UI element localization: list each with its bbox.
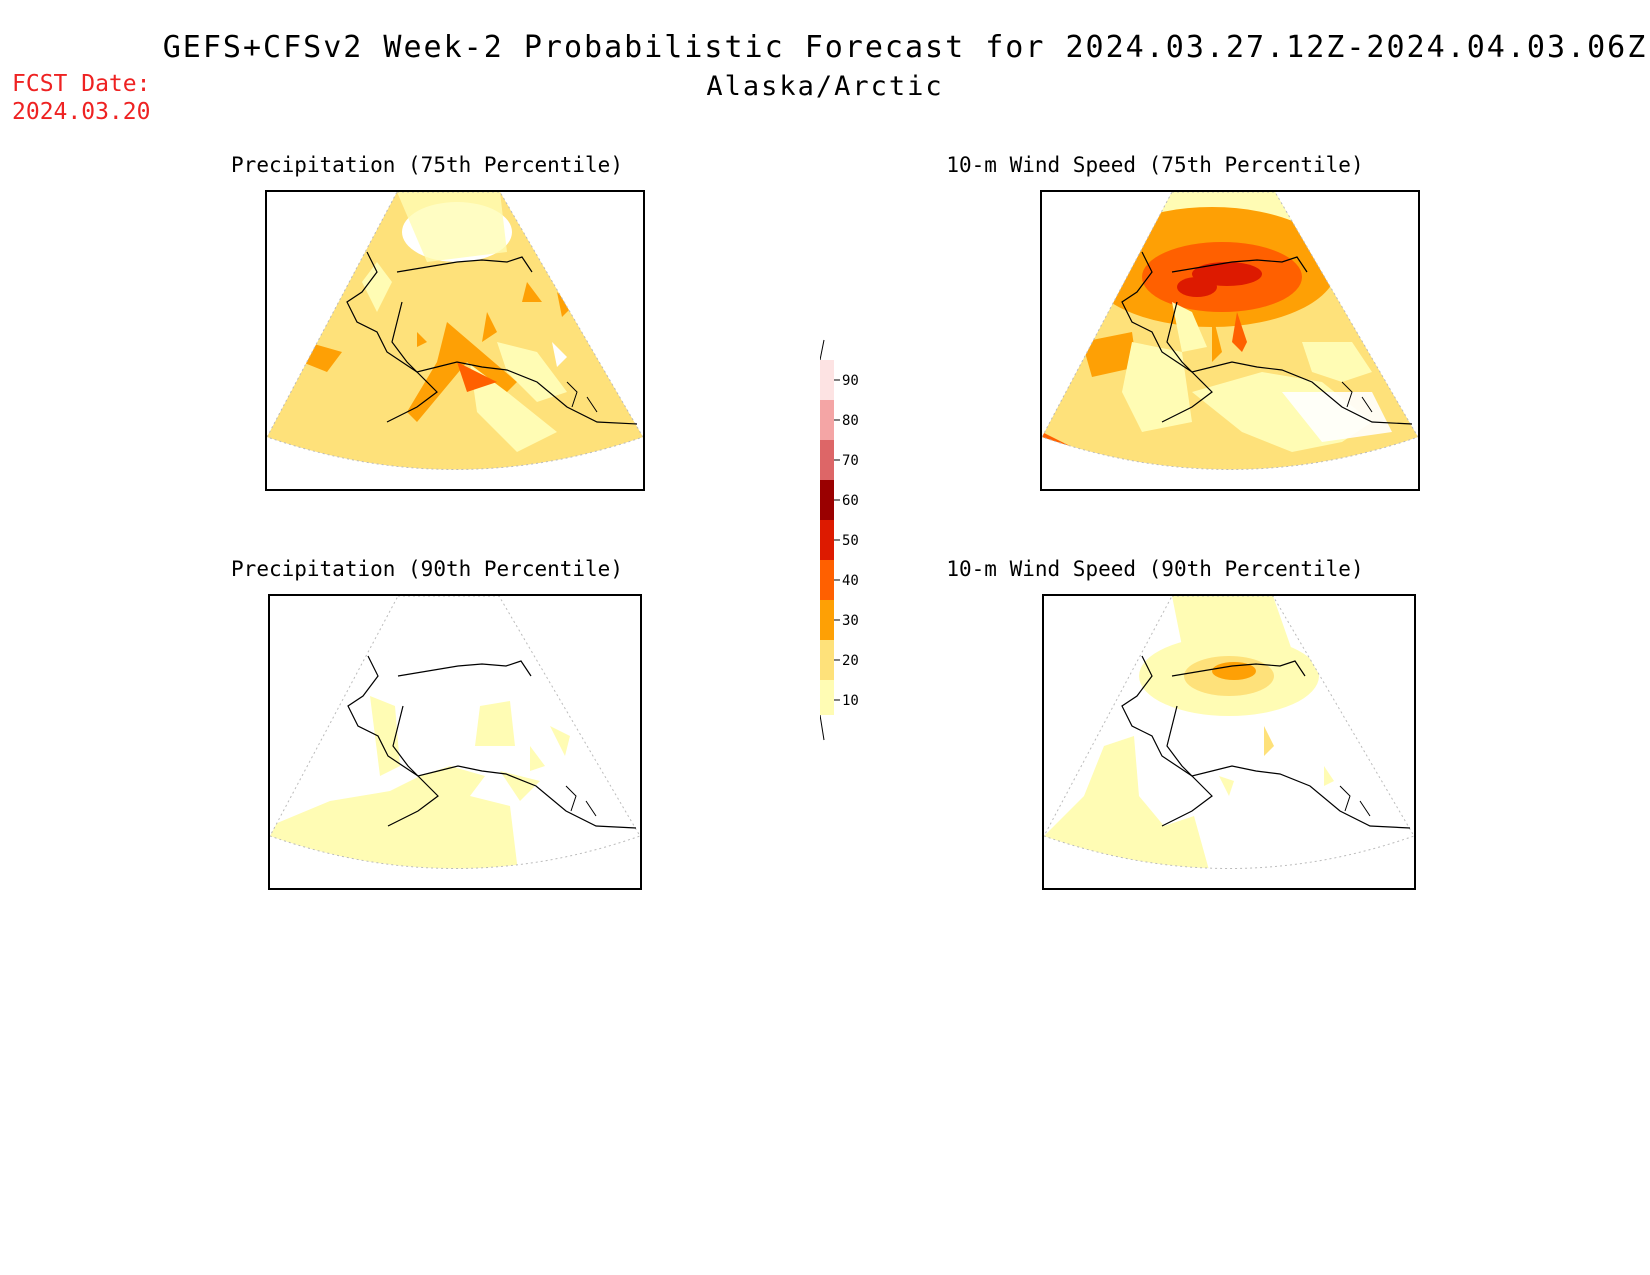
colorbar-tick-30: 30 [842,613,859,629]
figure-title: GEFS+CFSv2 Week-2 Probabilistic Forecast… [0,30,1650,102]
colorbar-tick-20: 20 [842,653,859,669]
map-precip-75 [265,190,645,491]
colorbar-swatch-40-50 [820,560,834,600]
colorbar-swatch-70-80 [820,440,834,480]
colorbar-swatch-60-70 [820,480,834,520]
panel-title-precip-75: Precipitation (75th Percentile) [231,153,623,177]
colorbar-tick-90: 90 [842,373,859,389]
panel-title-precip-90: Precipitation (90th Percentile) [231,557,623,581]
forecast-date-block: FCST Date: 2024.03.20 [12,70,150,126]
panel-title-wind-75: 10-m Wind Speed (75th Percentile) [946,153,1364,177]
colorbar-tick-10: 10 [842,693,859,709]
colorbar-swatch-10-20 [820,680,834,715]
forecast-date-label: FCST Date: [12,71,151,97]
colorbar-swatch-30-40 [820,600,834,640]
colorbar-swatch-90plus [820,360,834,400]
colorbar-swatch-50-60 [820,520,834,560]
colorbar-tick-50: 50 [842,533,859,549]
colorbar-tick-80: 80 [842,413,859,429]
panel-title-wind-90: 10-m Wind Speed (90th Percentile) [946,557,1364,581]
colorbar-tick-60: 60 [842,493,859,509]
map-precip-90 [268,594,642,890]
region-subtitle: Alaska/Arctic [706,71,944,102]
colorbar: 90 80 70 60 50 40 30 20 10 [819,330,880,750]
colorbar-tick-70: 70 [842,453,859,469]
map-wind-90 [1042,594,1416,890]
colorbar-tick-40: 40 [842,573,859,589]
colorbar-swatch-80-90 [820,400,834,440]
forecast-date-value: 2024.03.20 [12,99,151,125]
colorbar-swatch-20-30 [820,640,834,680]
map-wind-75 [1040,190,1420,491]
main-title: GEFS+CFSv2 Week-2 Probabilistic Forecast… [162,30,1648,65]
